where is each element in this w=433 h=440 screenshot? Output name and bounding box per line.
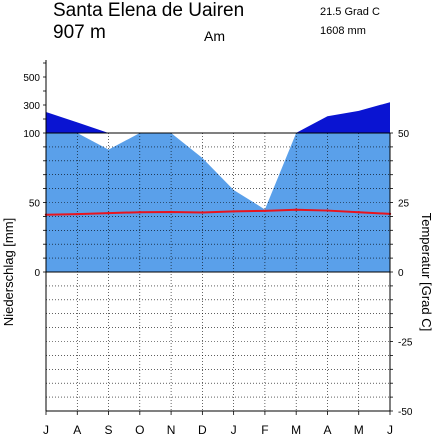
month-label: F	[261, 423, 268, 437]
month-label: S	[105, 423, 113, 437]
temperature-point	[107, 211, 110, 215]
temp-tick-label: -25	[398, 338, 413, 349]
temperature-point	[201, 211, 204, 214]
month-label: A	[73, 423, 81, 437]
temp-tick-label: 0	[398, 268, 404, 279]
precipitation-fills	[46, 102, 390, 272]
month-label: A	[323, 423, 331, 437]
temperature-point	[169, 210, 173, 214]
precip-tick-label-upper: 300	[23, 101, 40, 112]
precip-tick-label-upper: 500	[23, 73, 40, 84]
month-label: O	[135, 423, 144, 437]
right-axis-label: Temperatur [Grad C]	[419, 213, 433, 332]
month-label: N	[167, 423, 176, 437]
tick-labels: 0 50 100 300 500 50 25 0 -25 -50 J A S O N D J F M A M J	[23, 73, 413, 437]
month-label: J	[43, 423, 49, 437]
temp-tick-label: 25	[398, 199, 410, 210]
temperature-point	[138, 211, 142, 214]
temperature-point	[76, 212, 79, 216]
month-label: D	[198, 423, 207, 437]
temp-tick-label: -50	[398, 407, 413, 418]
axes	[43, 60, 393, 415]
temperature-point	[263, 209, 267, 213]
precip-tick-label: 0	[34, 268, 40, 279]
chart-title: Santa Elena de Uairen	[53, 0, 244, 21]
climate-class-label: Am	[204, 28, 225, 44]
annual-precipitation-label: 1608 mm	[320, 25, 366, 37]
precip-tick-label: 50	[29, 199, 41, 210]
precip-tick-label: 100	[23, 129, 40, 140]
month-label: M	[354, 423, 364, 437]
temperature-line	[45, 208, 391, 216]
temperature-point	[326, 209, 329, 212]
perhumid-area	[46, 102, 390, 133]
left-axis-label: Niederschlag [mm]	[1, 218, 16, 326]
temperature-point	[357, 211, 360, 214]
temperature-point	[294, 208, 298, 211]
temperature-series	[44, 208, 392, 216]
mean-temperature-label: 21.5 Grad C	[320, 6, 380, 18]
month-label: M	[291, 423, 301, 437]
temp-tick-label: 50	[398, 129, 410, 140]
month-label: J	[387, 423, 393, 437]
temperature-point	[232, 210, 235, 213]
elevation-label: 907 m	[53, 22, 106, 43]
month-label: J	[231, 423, 237, 437]
